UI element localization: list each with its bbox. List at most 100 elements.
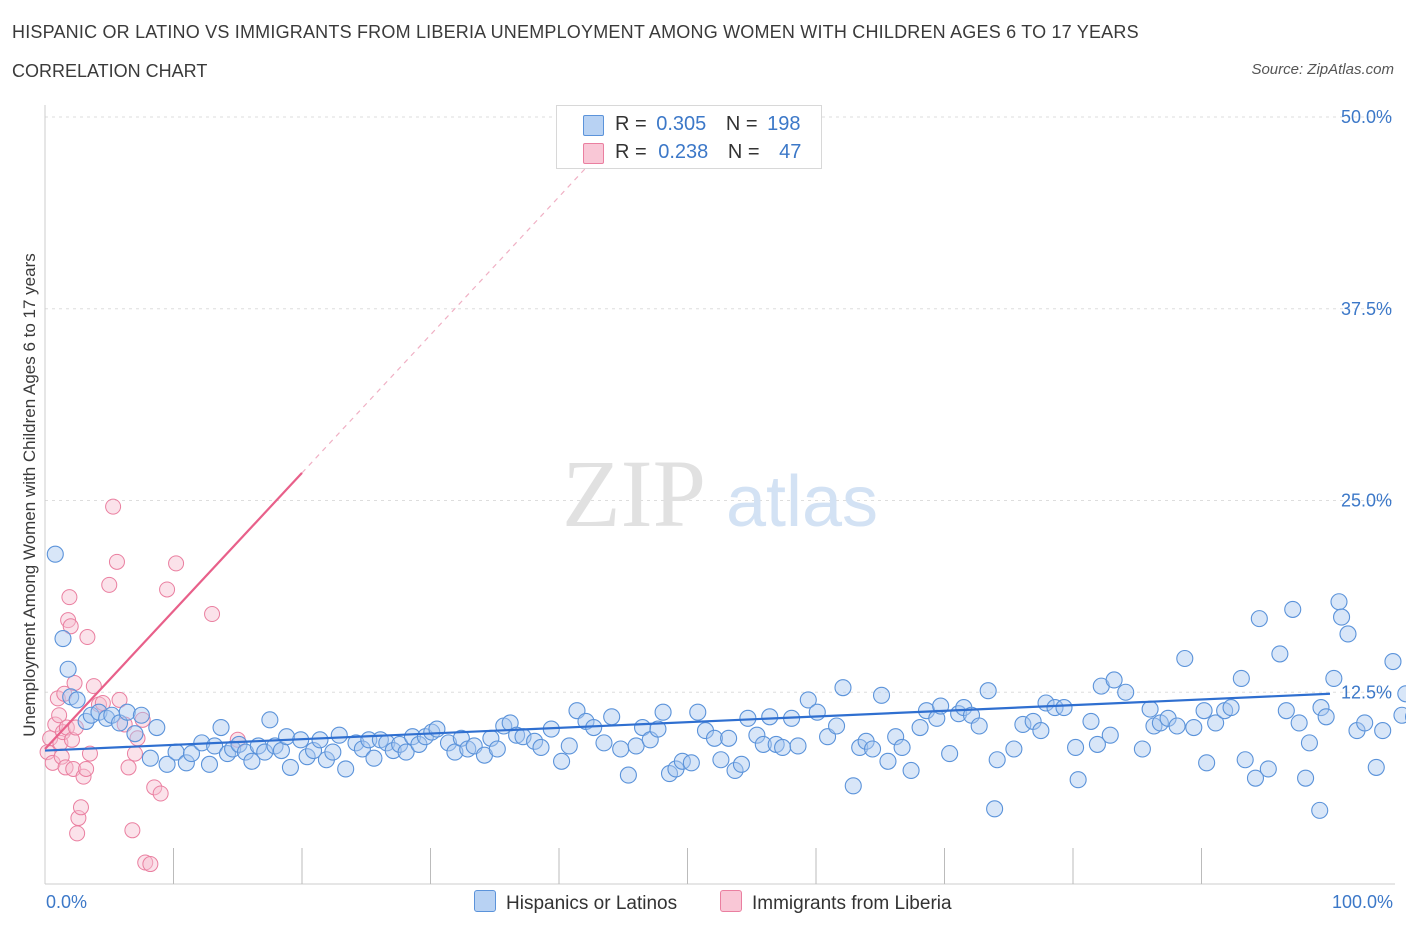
hispanic-point [1325,669,1343,687]
hispanic-point [311,731,329,749]
hispanic-point [177,754,195,772]
hispanic-point [595,734,613,752]
hispanic-point [887,728,905,746]
hispanic-point [1168,717,1186,735]
hispanic-point [834,679,852,697]
hispanic-point [1236,751,1254,769]
n-label: N = [727,141,760,163]
liberia-point [146,779,163,796]
x-tick-label: 0.0% [46,892,87,912]
hispanic-point [1397,685,1406,703]
hispanic-point [799,691,817,709]
hispanic-point [1133,740,1151,758]
liberia-point [61,589,78,606]
stats-text: R = 0.305 N = 198 [615,113,801,136]
hispanic-point [1339,625,1357,643]
hispanic-point [132,706,150,724]
hispanic-point [1284,600,1302,618]
hispanic-point [261,711,279,729]
y-tick-label: 50.0% [1341,107,1392,127]
hispanic-point [1374,722,1392,740]
hispanic-point [126,725,144,743]
hispanic-point [98,709,116,727]
hispanic-point [305,741,323,760]
hispanic-point [1246,769,1265,787]
hispanic-point [1195,702,1213,720]
hispanic-point [1198,754,1216,772]
hispanic-point [1088,735,1106,753]
axes [44,105,1395,885]
n-value: 47 [779,141,802,163]
hispanic-point [439,734,458,752]
legend-label: Hispanics or Latinos [506,893,678,914]
hispanic-point [872,686,891,704]
liberia-point [67,719,84,736]
hispanic-point [46,545,64,563]
hispanic-point [619,766,637,784]
hispanic-point [243,752,261,770]
hispanic-point [1082,712,1100,730]
hispanic-point [1300,734,1318,752]
hispanic-point [118,703,136,721]
hispanic-point [298,748,316,766]
liberia-point [159,581,176,598]
liberia-point [66,675,83,692]
hispanic-point [627,737,645,755]
source-label: Source: ZipAtlas.com [1251,61,1394,78]
r-label: R = [615,113,647,135]
hispanic-point [1356,714,1374,732]
hispanic-point [979,682,997,700]
liberia-point [120,759,137,776]
hispanic-point [893,738,911,757]
liberia-point [79,629,96,646]
hispanic-point [774,738,792,757]
hispanic-point [1290,714,1308,732]
hispanic-point [330,726,348,744]
hispanic-point [748,726,766,744]
stats-text: R = 0.238 N = 47 [615,141,801,164]
hispanic-point [808,703,826,721]
liberia-point [126,745,143,762]
liberia-point [72,799,89,816]
hispanic-point [218,745,237,763]
hispanic-point [148,718,166,737]
hispanic-point [353,740,371,758]
hispanic-point [365,749,383,767]
hispanic-point [526,732,544,750]
hispanic-point [1277,702,1295,720]
hispanic-point [1311,801,1329,819]
liberia-point [94,694,111,711]
hispanic-point [182,745,201,763]
hispanic-point [1105,671,1123,689]
liberia-point [69,825,86,842]
hispanic-point [754,735,772,753]
hispanic-point [212,718,230,737]
legend-label: Immigrants from Liberia [752,893,952,914]
hispanic-point [337,760,355,778]
hispanic-point [1185,718,1203,737]
hispanic-trend-line [44,692,1331,752]
y-tick-label: 25.0% [1341,491,1392,511]
liberia-point [85,678,102,695]
hispanic-point [1250,610,1268,628]
hispanic-point [446,743,464,761]
liberia-point [62,618,79,635]
hispanic-point [1259,760,1277,778]
hispanic-point [54,630,72,648]
hispanic-point [488,740,506,758]
hispanic-point [1067,738,1085,757]
hispanic-point [1207,714,1225,732]
liberia-point [101,576,118,593]
hispanic-point [941,745,959,763]
stats-legend: R = 0.305 N = 198 R = 0.238 N = 47 [556,105,822,169]
hispanic-point [1014,715,1032,734]
liberia-point [124,822,141,839]
hispanic-point [1317,708,1335,726]
hispanic-point [1232,669,1250,687]
hispanic-point [1046,699,1064,717]
hispanic-point [281,758,299,776]
hispanic-point [532,738,550,757]
hispanic-point [397,743,415,761]
legend-item-liberia: Immigrants from Liberia [720,890,952,915]
